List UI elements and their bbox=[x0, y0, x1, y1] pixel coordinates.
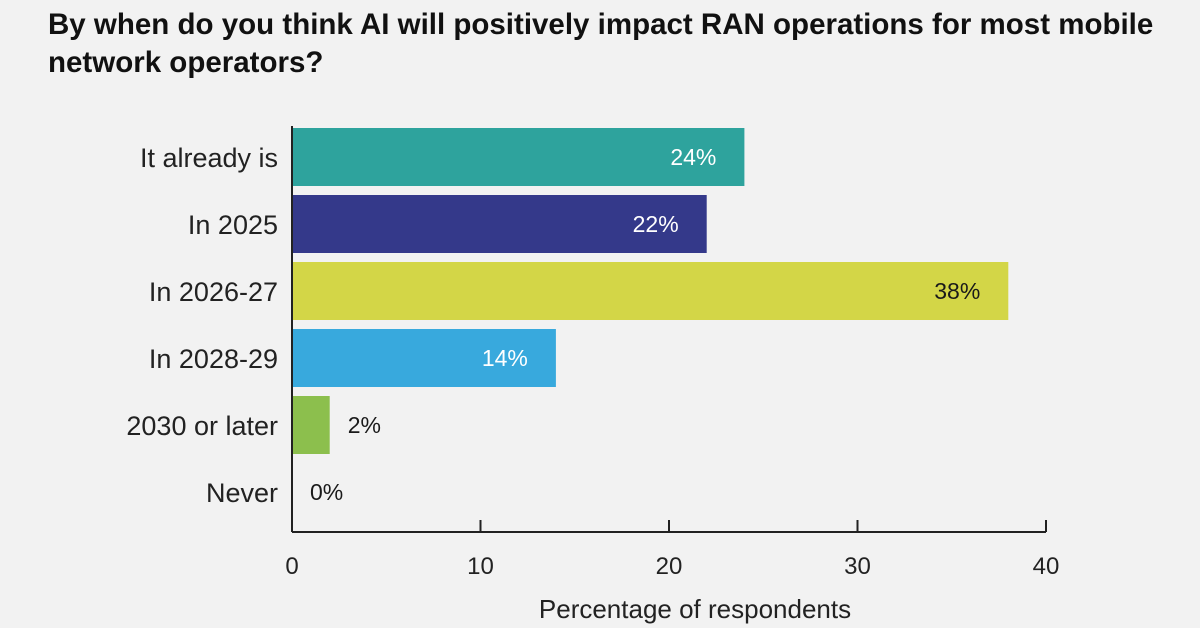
bar-4 bbox=[292, 396, 330, 454]
category-label: 2030 or later bbox=[126, 411, 278, 441]
category-label: In 2026-27 bbox=[149, 277, 278, 307]
data-label: 0% bbox=[310, 479, 343, 505]
x-axis-title: Percentage of respondents bbox=[539, 594, 851, 624]
category-label: In 2025 bbox=[188, 210, 278, 240]
bar-0 bbox=[292, 128, 745, 186]
bar-1 bbox=[292, 195, 707, 253]
x-tick-label: 30 bbox=[844, 553, 871, 580]
x-tick-label: 20 bbox=[656, 553, 683, 580]
bar-3 bbox=[292, 329, 556, 387]
x-tick-label: 10 bbox=[467, 553, 494, 580]
data-label: 38% bbox=[934, 278, 980, 304]
chart-title: By when do you think AI will positively … bbox=[48, 8, 1154, 79]
category-label: It already is bbox=[140, 143, 278, 173]
category-label: Never bbox=[206, 478, 278, 508]
data-label: 2% bbox=[348, 412, 381, 438]
data-label: 22% bbox=[633, 211, 679, 237]
x-tick-label: 40 bbox=[1033, 553, 1060, 580]
data-label: 24% bbox=[670, 144, 716, 170]
bar-2 bbox=[292, 262, 1009, 320]
data-label: 14% bbox=[482, 345, 528, 371]
category-label: In 2028-29 bbox=[149, 344, 278, 374]
x-tick-label: 0 bbox=[285, 553, 298, 580]
